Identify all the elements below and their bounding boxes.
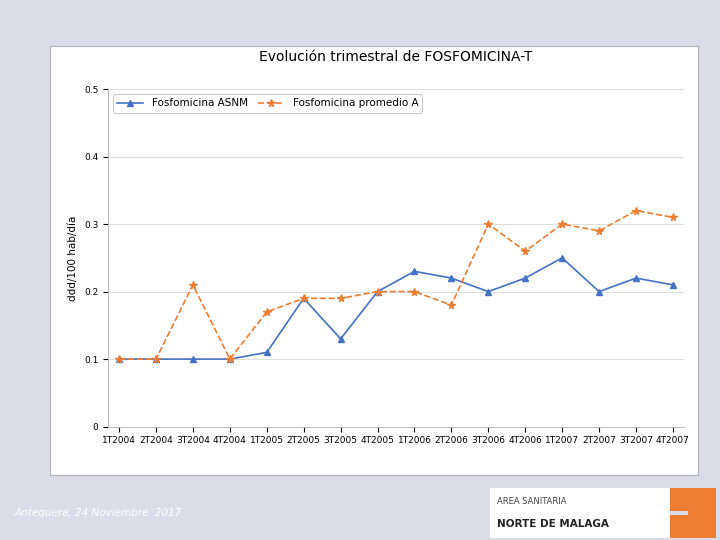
Fosfomicina promedio A — [447, 302, 456, 308]
Fosfomicina promedio A — [336, 295, 345, 301]
Fosfomicina ASNM — [225, 356, 234, 362]
Fosfomicina promedio A — [410, 288, 419, 295]
Fosfomicina ASNM — [447, 275, 456, 281]
Fosfomicina ASNM — [484, 288, 492, 295]
Text: AREA SANITARIA: AREA SANITARIA — [497, 497, 567, 505]
Fosfomicina ASNM — [152, 356, 161, 362]
Fosfomicina promedio A — [263, 308, 271, 315]
Fosfomicina ASNM — [263, 349, 271, 356]
Fosfomicina ASNM — [114, 356, 123, 362]
Polygon shape — [670, 488, 716, 538]
Title: Evolución trimestral de FOSFOMICINA-T: Evolución trimestral de FOSFOMICINA-T — [259, 50, 533, 64]
Fosfomicina ASNM — [300, 295, 308, 301]
Fosfomicina promedio A — [558, 221, 567, 227]
Fosfomicina ASNM — [521, 275, 529, 281]
Fosfomicina ASNM — [631, 275, 640, 281]
Fosfomicina promedio A — [114, 356, 123, 362]
Fosfomicina promedio A — [484, 221, 492, 227]
Line: Fosfomicina ASNM: Fosfomicina ASNM — [117, 255, 675, 362]
Legend: Fosfomicina ASNM, Fosfomicina promedio A: Fosfomicina ASNM, Fosfomicina promedio A — [113, 94, 423, 113]
Fosfomicina ASNM — [669, 282, 678, 288]
Fosfomicina ASNM — [373, 288, 382, 295]
Fosfomicina promedio A — [300, 295, 308, 301]
Text: NORTE DE MALAGA: NORTE DE MALAGA — [497, 519, 608, 529]
Text: Antequera, 24 Noviembre  2017: Antequera, 24 Noviembre 2017 — [14, 508, 181, 518]
Fosfomicina promedio A — [595, 228, 603, 234]
Fosfomicina ASNM — [189, 356, 197, 362]
Fosfomicina promedio A — [631, 207, 640, 214]
Fosfomicina ASNM — [558, 255, 567, 261]
Y-axis label: ddd/100 hab/día: ddd/100 hab/día — [68, 215, 78, 301]
Fosfomicina ASNM — [410, 268, 419, 274]
Fosfomicina promedio A — [669, 214, 678, 220]
Line: Fosfomicina promedio A: Fosfomicina promedio A — [115, 207, 677, 363]
Fosfomicina promedio A — [373, 288, 382, 295]
Fosfomicina ASNM — [595, 288, 603, 295]
Fosfomicina promedio A — [189, 282, 197, 288]
FancyBboxPatch shape — [490, 488, 670, 538]
Fosfomicina promedio A — [521, 248, 529, 254]
Fosfomicina promedio A — [152, 356, 161, 362]
Fosfomicina promedio A — [225, 356, 234, 362]
Fosfomicina ASNM — [336, 335, 345, 342]
